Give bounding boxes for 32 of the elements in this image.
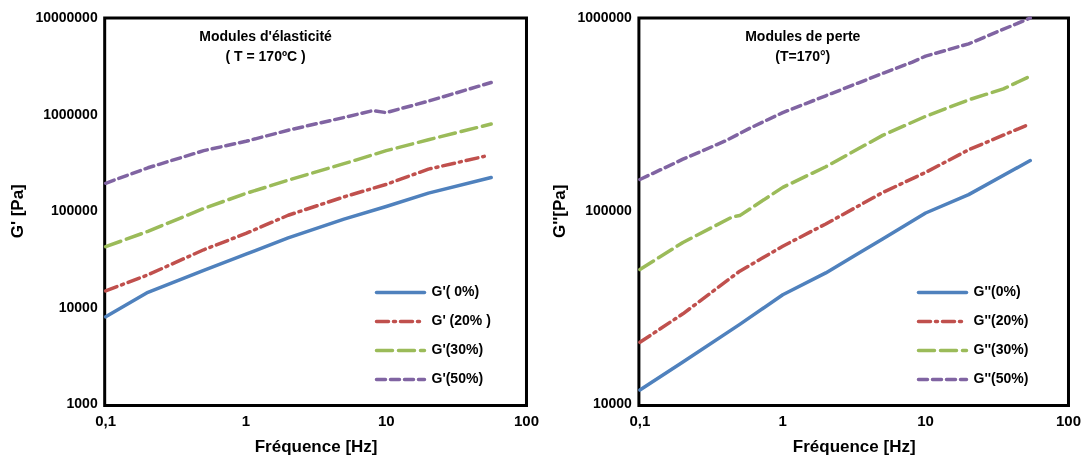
- legend-label: G''(0%): [973, 283, 1021, 300]
- y-axis-title: G''[Pa]: [549, 184, 569, 239]
- x-axis-title: Fréquence [Hz]: [792, 437, 916, 457]
- y-tick-label: 100000: [585, 202, 633, 219]
- legend-label: G'(50%): [431, 370, 484, 387]
- x-tick-label: 0,1: [629, 411, 651, 429]
- y-tick-label: 100000: [50, 202, 98, 219]
- legend-label: G''(30%): [973, 341, 1029, 358]
- x-tick-label: 100: [1055, 411, 1081, 429]
- legend-label: G' (20% ): [431, 312, 491, 329]
- y-tick-label: 1000: [66, 395, 98, 412]
- legend-label: G'( 0%): [431, 283, 480, 300]
- y-tick-label: 1000000: [577, 8, 633, 25]
- x-tick-label: 100: [513, 411, 539, 429]
- x-tick-label: 10: [377, 411, 395, 429]
- x-tick-label: 0,1: [95, 411, 117, 429]
- x-tick-label: 10: [917, 411, 934, 429]
- x-axis-title: Fréquence [Hz]: [254, 437, 378, 457]
- text: Modules d'élasticité: [199, 27, 333, 44]
- y-tick-label: 10000: [58, 298, 98, 315]
- text: (T=170°): [775, 47, 831, 64]
- y-tick-label: 10000000: [35, 8, 98, 25]
- text: ( T = 170ºC ): [225, 47, 306, 64]
- text: Modules de perte: [745, 27, 861, 44]
- x-tick-label: 1: [778, 411, 787, 429]
- legend-label: G'(30%): [431, 341, 484, 358]
- y-axis-title: G' [Pa]: [7, 184, 27, 239]
- y-tick-label: 1000000: [43, 105, 98, 122]
- legend-label: G''(50%): [973, 370, 1029, 387]
- x-tick-label: 1: [241, 411, 251, 429]
- legend-label: G''(20%): [973, 312, 1029, 329]
- y-tick-label: 10000: [592, 395, 633, 412]
